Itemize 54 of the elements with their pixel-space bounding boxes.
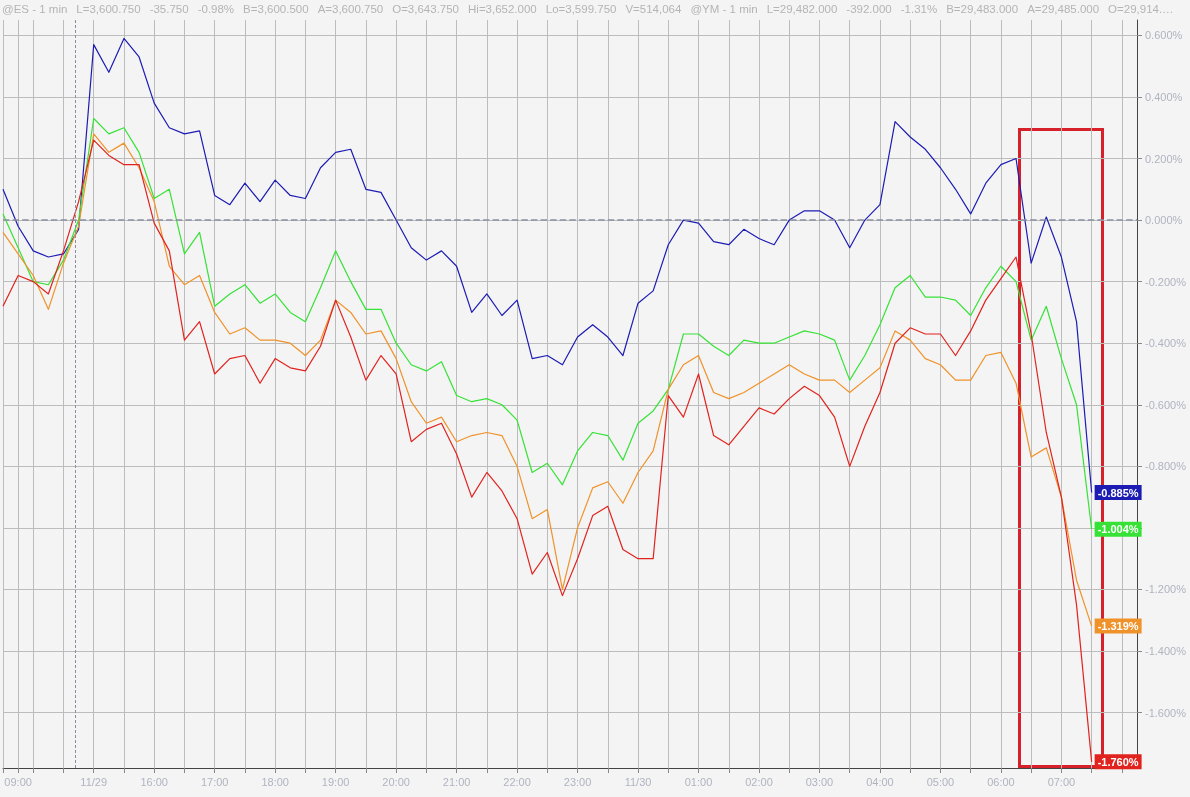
text: @YM - 1 min (690, 3, 758, 15)
text: B=29,483.000 (946, 3, 1019, 15)
x-tick-label: 20:00 (382, 775, 410, 788)
y-tick-label: -1.600% (1145, 706, 1187, 719)
text: Lo=3,599.750 (545, 3, 617, 15)
x-tick-label: 17:00 (200, 775, 229, 788)
text: -392.000 (846, 3, 892, 15)
y-tick-label: -0.800% (1145, 460, 1187, 473)
y-tick-label: -1.200% (1145, 583, 1187, 596)
text: -1.31% (900, 3, 938, 15)
x-tick-label: 16:00 (140, 775, 168, 788)
line-series (2, 133, 1093, 627)
x-tick-label: 01:00 (684, 775, 713, 788)
data-label: -0.885% (1097, 486, 1139, 499)
line-series (2, 139, 1093, 763)
text: B=3,600.500 (243, 3, 309, 15)
text: O=3,643.750 (392, 3, 460, 15)
x-tick-label: 21:00 (442, 775, 471, 788)
x-tick-label: 02:00 (745, 775, 773, 788)
y-tick-label: 0.400% (1145, 90, 1183, 103)
text: A=3,600.750 (317, 3, 384, 15)
text: -35.750 (149, 3, 189, 15)
x-tick-label: 07:00 (1047, 775, 1076, 788)
text: O=29,914.… (1108, 3, 1174, 15)
x-tick-label: 22:00 (503, 775, 531, 788)
x-tick-label: 09:00 (4, 775, 32, 788)
y-tick-label: -0.600% (1145, 398, 1187, 411)
x-tick-label: 19:00 (321, 775, 350, 788)
text: Hi=3,652.000 (468, 3, 537, 15)
x-tick-label: 11/30 (624, 775, 652, 788)
y-tick-label: -0.400% (1145, 337, 1187, 350)
data-label: -1.319% (1097, 620, 1139, 633)
x-tick-label: 11/29 (80, 775, 108, 788)
x-tick-label: 03:00 (805, 775, 834, 788)
y-tick-label: 0.600% (1145, 29, 1183, 42)
line-series (2, 37, 1093, 494)
x-tick-label: 18:00 (261, 775, 289, 788)
text: L=29,482.000 (766, 3, 838, 15)
text: V=514,064 (625, 3, 682, 15)
y-tick-label: -0.200% (1145, 275, 1187, 288)
x-tick-label: 06:00 (987, 775, 1015, 788)
x-tick-label: 05:00 (926, 775, 955, 788)
data-label: -1.760% (1097, 755, 1139, 768)
y-tick-label: -1.400% (1145, 645, 1187, 658)
data-label: -1.004% (1097, 523, 1139, 536)
text: @ES - 1 min (2, 3, 68, 15)
text: A=29,485.000 (1027, 3, 1100, 15)
text: L=3,600.750 (76, 3, 141, 15)
text: -0.98% (197, 3, 235, 15)
x-tick-label: 23:00 (563, 775, 592, 788)
line-series (2, 117, 1093, 530)
y-tick-label: 0.200% (1145, 152, 1183, 165)
y-tick-label: 0.000% (1145, 214, 1183, 227)
x-tick-label: 04:00 (866, 775, 894, 788)
